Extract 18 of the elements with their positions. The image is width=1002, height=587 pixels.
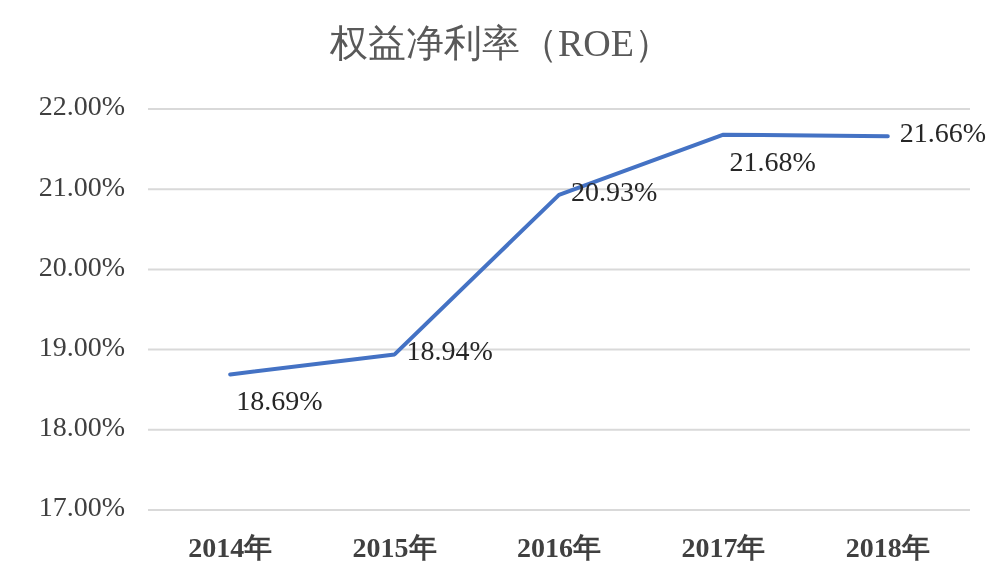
x-tick-label: 2014年	[188, 532, 273, 564]
y-tick-label: 17.00%	[38, 491, 125, 523]
data-label: 18.69%	[236, 385, 323, 417]
data-label: 20.93%	[571, 176, 658, 208]
x-tick-label: 2016年	[517, 532, 601, 564]
chart-title: 权益净利率（ROE）	[329, 21, 672, 64]
line-series	[228, 132, 890, 377]
y-tick-label: 21.00%	[38, 170, 125, 202]
x-tick-label: 2015年	[352, 532, 437, 564]
y-tick-label: 19.00%	[38, 331, 125, 363]
y-tick-label: 22.00%	[38, 90, 125, 122]
data-label: 21.68%	[729, 146, 816, 178]
data-label: 21.66%	[899, 117, 987, 149]
y-tick-label: 20.00%	[38, 250, 125, 282]
data-label: 18.94%	[406, 335, 493, 367]
y-tick-label: 18.00%	[38, 411, 125, 443]
x-tick-label: 2017年	[681, 532, 766, 564]
x-tick-label: 2018年	[845, 532, 930, 564]
